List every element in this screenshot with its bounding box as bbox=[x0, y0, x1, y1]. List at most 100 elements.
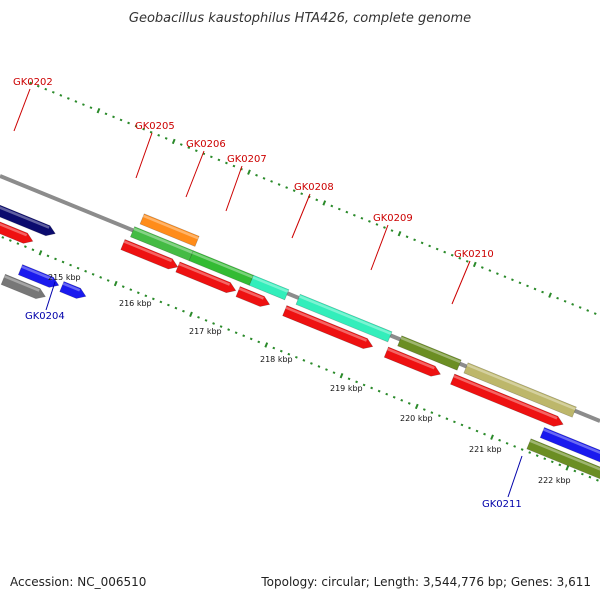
gene-feature[interactable] bbox=[0, 273, 47, 301]
leader-line bbox=[507, 455, 523, 498]
kbp-tick bbox=[588, 475, 592, 479]
kbp-tick bbox=[317, 365, 321, 368]
gene-label-gk0207[interactable]: GK0207 bbox=[227, 154, 267, 165]
kbp-tick bbox=[405, 235, 409, 239]
kbp-tick bbox=[249, 337, 253, 341]
kbp-tick bbox=[171, 138, 176, 145]
kbp-label-221: 221 kbp bbox=[469, 445, 502, 454]
kbp-tick bbox=[197, 315, 200, 319]
kbp-tick bbox=[247, 169, 251, 175]
gene-feature[interactable] bbox=[463, 362, 577, 418]
kbp-tick bbox=[445, 417, 449, 421]
gene-feature[interactable] bbox=[248, 274, 290, 301]
gene-feature[interactable] bbox=[175, 261, 238, 296]
kbp-tick bbox=[29, 81, 33, 85]
gene-label-gk0210[interactable]: GK0210 bbox=[454, 249, 494, 260]
kbp-tick bbox=[96, 108, 101, 114]
gene-feature[interactable] bbox=[450, 373, 565, 429]
kbp-label-222: 222 kbp bbox=[538, 476, 571, 485]
kbp-tick bbox=[104, 112, 108, 116]
gene-label-gk0202[interactable]: GK0202 bbox=[13, 77, 53, 88]
kbp-tick bbox=[563, 299, 567, 303]
gene-feature[interactable] bbox=[59, 281, 88, 301]
kbp-tick bbox=[277, 183, 281, 186]
gene-feature[interactable] bbox=[235, 286, 272, 309]
leader-line bbox=[370, 224, 389, 271]
kbp-tick bbox=[315, 198, 319, 202]
kbp-tick-marks bbox=[1, 81, 599, 482]
kbp-tick bbox=[472, 261, 477, 268]
gene-feature[interactable] bbox=[539, 427, 600, 509]
kbp-tick bbox=[212, 322, 215, 325]
kbp-tick bbox=[362, 383, 366, 387]
gene-feature[interactable] bbox=[139, 213, 200, 247]
kbp-tick bbox=[164, 137, 168, 140]
kbp-tick bbox=[480, 266, 484, 269]
kbp-tick bbox=[31, 248, 35, 252]
kbp-tick bbox=[134, 124, 138, 128]
gene-label-gk0211[interactable]: GK0211 bbox=[482, 499, 522, 510]
gene-feature[interactable] bbox=[0, 198, 57, 238]
kbp-tick bbox=[44, 87, 48, 91]
kbp-tick bbox=[495, 272, 499, 275]
kbp-tick bbox=[450, 253, 454, 257]
kbp-tick bbox=[129, 288, 133, 292]
map-title: Geobacillus kaustophilus HTA426, complet… bbox=[129, 11, 471, 26]
gene-label-gk0209[interactable]: GK0209 bbox=[373, 213, 413, 224]
kbp-tick bbox=[400, 398, 404, 402]
kbp-tick bbox=[541, 290, 544, 294]
kbp-tick bbox=[383, 226, 386, 229]
kbp-tick bbox=[167, 303, 170, 307]
gene-label-gk0204[interactable]: GK0204 bbox=[25, 311, 65, 322]
kbp-tick bbox=[179, 143, 183, 146]
kbp-tick bbox=[136, 291, 140, 295]
kbp-tick bbox=[174, 306, 178, 310]
gene-feature[interactable] bbox=[383, 346, 442, 379]
kbp-tick bbox=[46, 254, 50, 258]
kbp-tick bbox=[453, 420, 456, 424]
gene-feature[interactable] bbox=[120, 239, 180, 272]
kbp-tick bbox=[38, 250, 43, 256]
gene-feature[interactable] bbox=[282, 305, 375, 352]
kbp-tick bbox=[490, 434, 494, 440]
kbp-label-218: 218 kbp bbox=[260, 355, 293, 364]
gene-feature[interactable] bbox=[397, 335, 462, 371]
kbp-tick bbox=[219, 325, 223, 328]
kbp-tick bbox=[578, 306, 582, 309]
kbp-tick bbox=[360, 216, 364, 220]
kbp-tick bbox=[121, 285, 125, 288]
gene-label-gk0206[interactable]: GK0206 bbox=[186, 139, 226, 150]
gene-label-gk0205[interactable]: GK0205 bbox=[135, 121, 175, 132]
kbp-tick bbox=[533, 287, 537, 291]
kbp-tick bbox=[300, 192, 304, 196]
kbp-tick bbox=[543, 457, 547, 461]
leader-line bbox=[135, 132, 153, 179]
kbp-tick bbox=[330, 204, 334, 208]
kbp-tick bbox=[242, 334, 246, 338]
kbp-tick bbox=[262, 177, 266, 180]
kbp-tick bbox=[345, 210, 349, 214]
kbp-tick bbox=[573, 469, 577, 473]
kbp-tick bbox=[580, 472, 584, 476]
kbp-tick bbox=[202, 152, 206, 156]
gene-label-gk0208[interactable]: GK0208 bbox=[294, 182, 334, 193]
kbp-tick bbox=[422, 408, 426, 411]
kbp-tick bbox=[397, 230, 402, 237]
kbp-tick bbox=[465, 259, 469, 263]
gene-feature[interactable] bbox=[0, 212, 35, 247]
gene-feature[interactable] bbox=[526, 438, 600, 525]
kbp-tick bbox=[375, 223, 379, 226]
kbp-tick bbox=[294, 355, 298, 359]
kbp-tick bbox=[270, 180, 273, 183]
kbp-label-220: 220 kbp bbox=[400, 414, 433, 423]
kbp-tick bbox=[428, 244, 432, 248]
kbp-tick bbox=[368, 220, 371, 223]
kbp-tick bbox=[565, 465, 570, 471]
kbp-tick bbox=[151, 297, 155, 301]
kbp-tick bbox=[99, 276, 103, 279]
gene-feature[interactable] bbox=[295, 293, 393, 343]
leader-line bbox=[225, 165, 243, 212]
gene-feature[interactable] bbox=[188, 250, 254, 286]
kbp-tick bbox=[460, 423, 464, 427]
